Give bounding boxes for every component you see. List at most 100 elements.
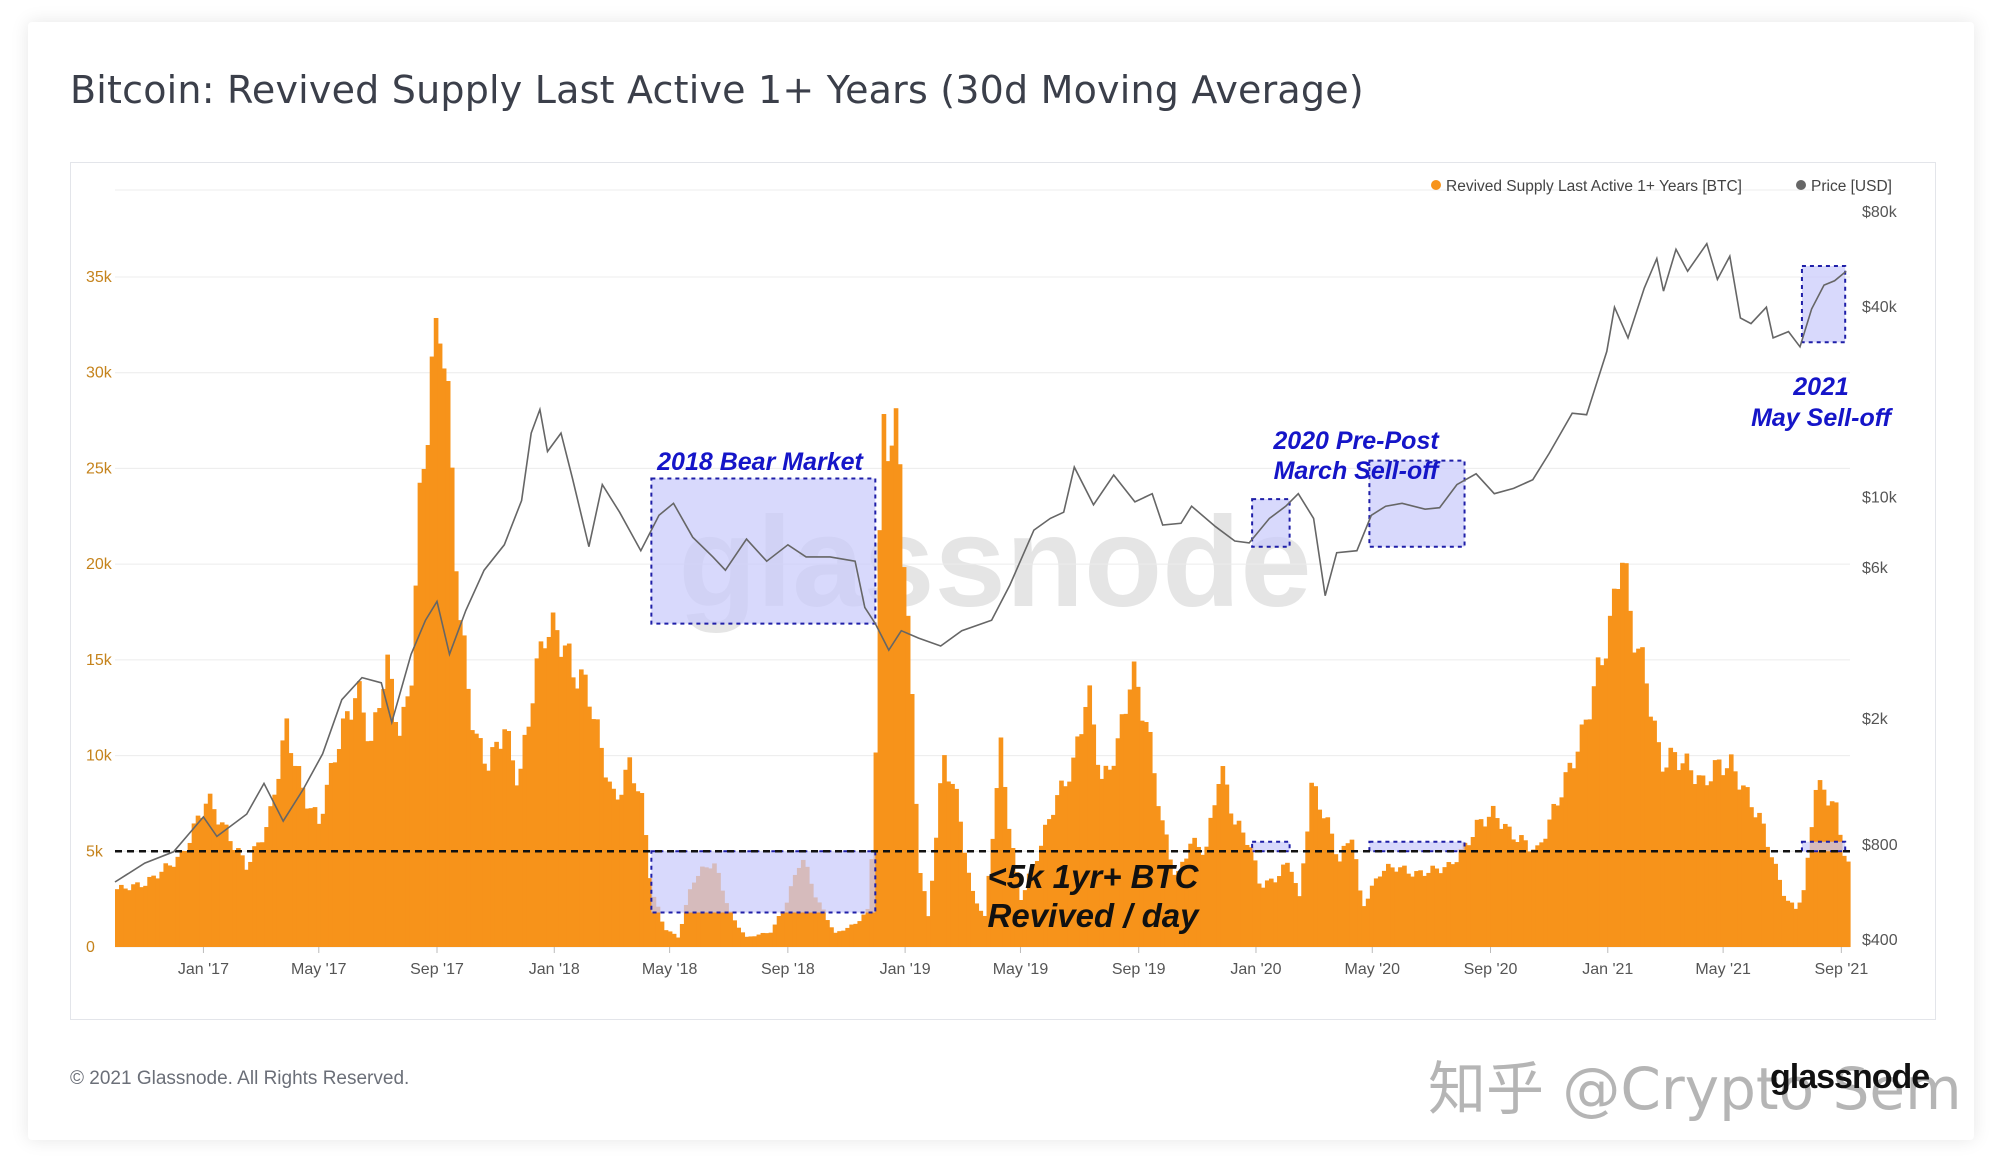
supply-bar — [417, 482, 423, 947]
supply-bar — [353, 698, 358, 947]
supply-bar — [510, 760, 516, 947]
supply-bar — [1490, 805, 1496, 947]
supply-bar — [502, 729, 507, 947]
supply-bar — [1652, 720, 1657, 947]
supply-bar — [207, 793, 213, 947]
supply-bar — [268, 806, 273, 947]
supply-bar — [683, 904, 689, 947]
supply-bar — [1813, 789, 1819, 947]
supply-bar — [486, 770, 491, 947]
supply-bar — [1434, 868, 1440, 947]
supply-bar — [1462, 842, 1468, 947]
supply-bar — [1777, 879, 1782, 947]
supply-bar — [921, 891, 927, 947]
supply-bar — [1394, 871, 1399, 947]
supply-bar — [623, 769, 629, 947]
supply-bar — [1708, 781, 1714, 947]
supply-bar — [171, 866, 177, 947]
supply-bar — [970, 890, 976, 947]
supply-bar — [219, 822, 225, 947]
supply-bar — [1535, 845, 1540, 947]
supply-bar — [1422, 875, 1427, 947]
supply-bar — [982, 915, 988, 947]
supply-bar — [1188, 843, 1193, 947]
supply-bar — [897, 464, 903, 947]
supply-bar — [1757, 812, 1762, 947]
annotation-boxes — [115, 265, 1850, 914]
supply-bar — [1688, 770, 1694, 947]
supply-bar — [748, 936, 754, 947]
supply-bar — [643, 835, 649, 947]
supply-bar — [566, 643, 572, 947]
supply-bar — [304, 808, 310, 947]
supply-bar — [546, 636, 552, 947]
supply-bar — [1539, 842, 1544, 947]
supply-bar — [788, 886, 794, 947]
supply-bar — [1184, 858, 1189, 947]
supply-bar — [332, 762, 338, 947]
y-right-tick-label: $800 — [1862, 837, 1898, 854]
supply-bar — [1147, 731, 1153, 947]
supply-bar — [135, 882, 140, 947]
supply-bar — [1563, 772, 1569, 947]
supply-bar — [203, 803, 209, 947]
supply-bar — [320, 813, 326, 947]
legend-swatch-supply — [1431, 180, 1441, 190]
x-tick-label: Sep '18 — [761, 961, 815, 978]
supply-bar — [115, 889, 120, 947]
supply-bar — [1579, 724, 1585, 947]
supply-bar — [1365, 898, 1371, 947]
supply-bar — [1829, 801, 1835, 947]
supply-bar — [211, 809, 217, 947]
chart-frame — [70, 162, 1936, 1020]
supply-bar — [998, 737, 1004, 947]
supply-bar — [744, 936, 750, 947]
supply-bar — [227, 841, 233, 947]
y-right-tick-label: $2k — [1862, 711, 1889, 728]
supply-bar — [1398, 867, 1403, 947]
supply-bar — [191, 823, 197, 947]
supply-bar — [1607, 615, 1613, 947]
supply-bar — [1515, 842, 1520, 947]
supply-bar — [1741, 785, 1746, 947]
supply-bar — [1789, 902, 1795, 947]
supply-bar — [215, 824, 221, 947]
supply-bar — [837, 931, 842, 947]
supply-bar — [296, 766, 302, 947]
supply-bar — [994, 788, 1000, 947]
supply-bar — [1615, 589, 1621, 947]
supply-bar — [179, 850, 185, 947]
legend-label-supply: Revived Supply Last Active 1+ Years [BTC… — [1446, 178, 1742, 195]
supply-bar — [1531, 849, 1536, 947]
supply-bar — [1704, 785, 1710, 947]
supply-bar — [445, 381, 451, 947]
overlay-watermark: 知乎 @Crypto Sem — [1428, 1055, 1962, 1123]
supply-bar — [595, 719, 600, 947]
supply-bar — [909, 694, 915, 947]
supply-bar — [437, 343, 443, 947]
supply-bar — [724, 903, 729, 947]
supply-bar — [1014, 872, 1020, 947]
supply-bar — [1325, 817, 1331, 947]
supply-bar — [1212, 805, 1218, 947]
supply-bar — [784, 902, 790, 947]
supply-bar — [433, 317, 439, 948]
supply-bar — [490, 747, 495, 947]
supply-bar — [1369, 885, 1375, 947]
supply-bar — [1293, 883, 1298, 947]
supply-bar — [1260, 887, 1266, 947]
supply-bar — [199, 817, 205, 947]
supply-bar — [1208, 817, 1214, 947]
supply-bar — [885, 461, 891, 947]
supply-bar — [889, 445, 895, 947]
supply-bar — [1018, 900, 1024, 947]
y-left-tick-label: 20k — [86, 556, 113, 573]
supply-bar — [1817, 780, 1823, 947]
supply-bar — [340, 718, 346, 947]
supply-bar — [756, 934, 762, 947]
supply-bar — [926, 916, 931, 947]
x-tick-label: Jan '19 — [880, 961, 931, 978]
supply-bar — [1454, 862, 1460, 947]
supply-bar — [280, 740, 286, 947]
supply-bar — [1160, 820, 1165, 947]
